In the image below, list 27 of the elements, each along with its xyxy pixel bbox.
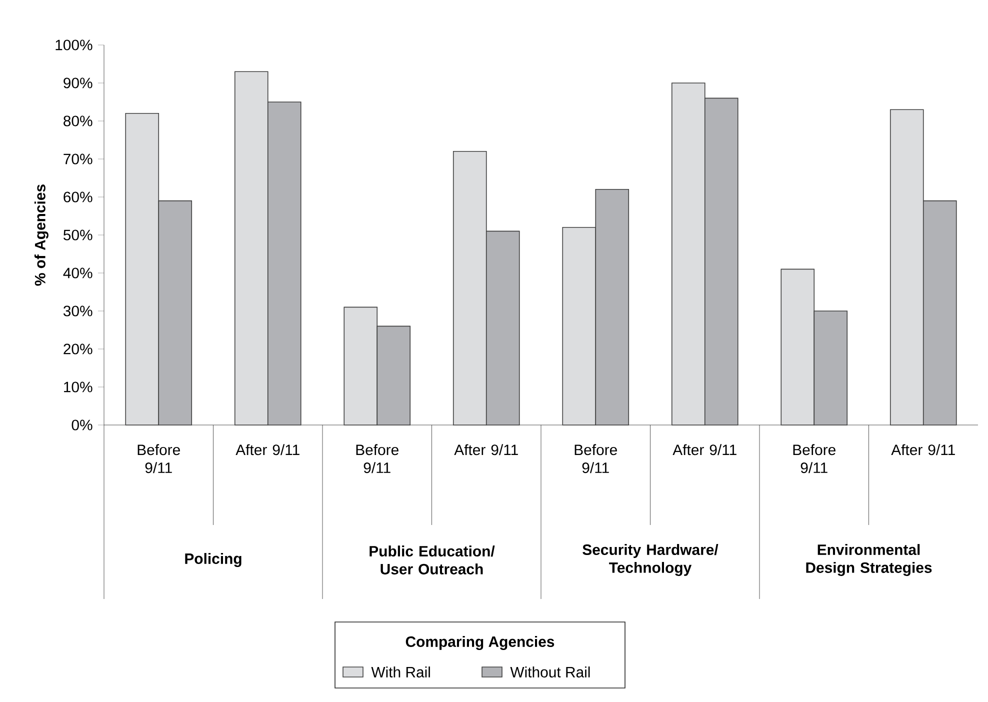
y-tick-label: 0% bbox=[72, 420, 92, 430]
x-tick-label: After 9/11 bbox=[891, 444, 955, 456]
y-tick-label: 100% bbox=[56, 40, 92, 50]
text: Security Hardware/ Technology bbox=[582, 544, 718, 576]
legend-title: Comparing Agencies bbox=[406, 636, 554, 650]
y-tick-label: 90% bbox=[64, 78, 92, 88]
x-tick-label: Before 9/11 bbox=[574, 444, 617, 474]
y-tick-label: 80% bbox=[64, 116, 92, 126]
x-tick-label: After 9/11 bbox=[672, 444, 736, 456]
y-tick-label: 40% bbox=[63, 268, 92, 278]
legend-label: With Rail bbox=[371, 666, 430, 678]
y-tick-label: 20% bbox=[64, 344, 92, 354]
text: Environmental Design Strategies bbox=[806, 544, 932, 576]
x-tick-label: After 9/11 bbox=[236, 444, 300, 456]
y-tick-label: 60% bbox=[64, 192, 92, 202]
y-tick-label: 10% bbox=[64, 382, 92, 392]
x-tick-label: Before 9/11 bbox=[356, 444, 398, 474]
y-tick-label: 70% bbox=[64, 154, 92, 164]
x-tick-label: After 9/11 bbox=[454, 444, 518, 456]
y-tick-label: 50% bbox=[64, 230, 92, 240]
x-tick-label: Before 9/11 bbox=[793, 444, 836, 474]
text: Public Education/ User Outreach bbox=[370, 546, 495, 574]
x-tick-label: Before 9/11 bbox=[138, 444, 180, 474]
legend-label: Without Rail bbox=[510, 666, 590, 678]
text: Policing bbox=[185, 553, 242, 568]
y-axis-title: % of Agencies bbox=[34, 184, 48, 286]
y-tick-label: 30% bbox=[63, 306, 92, 316]
